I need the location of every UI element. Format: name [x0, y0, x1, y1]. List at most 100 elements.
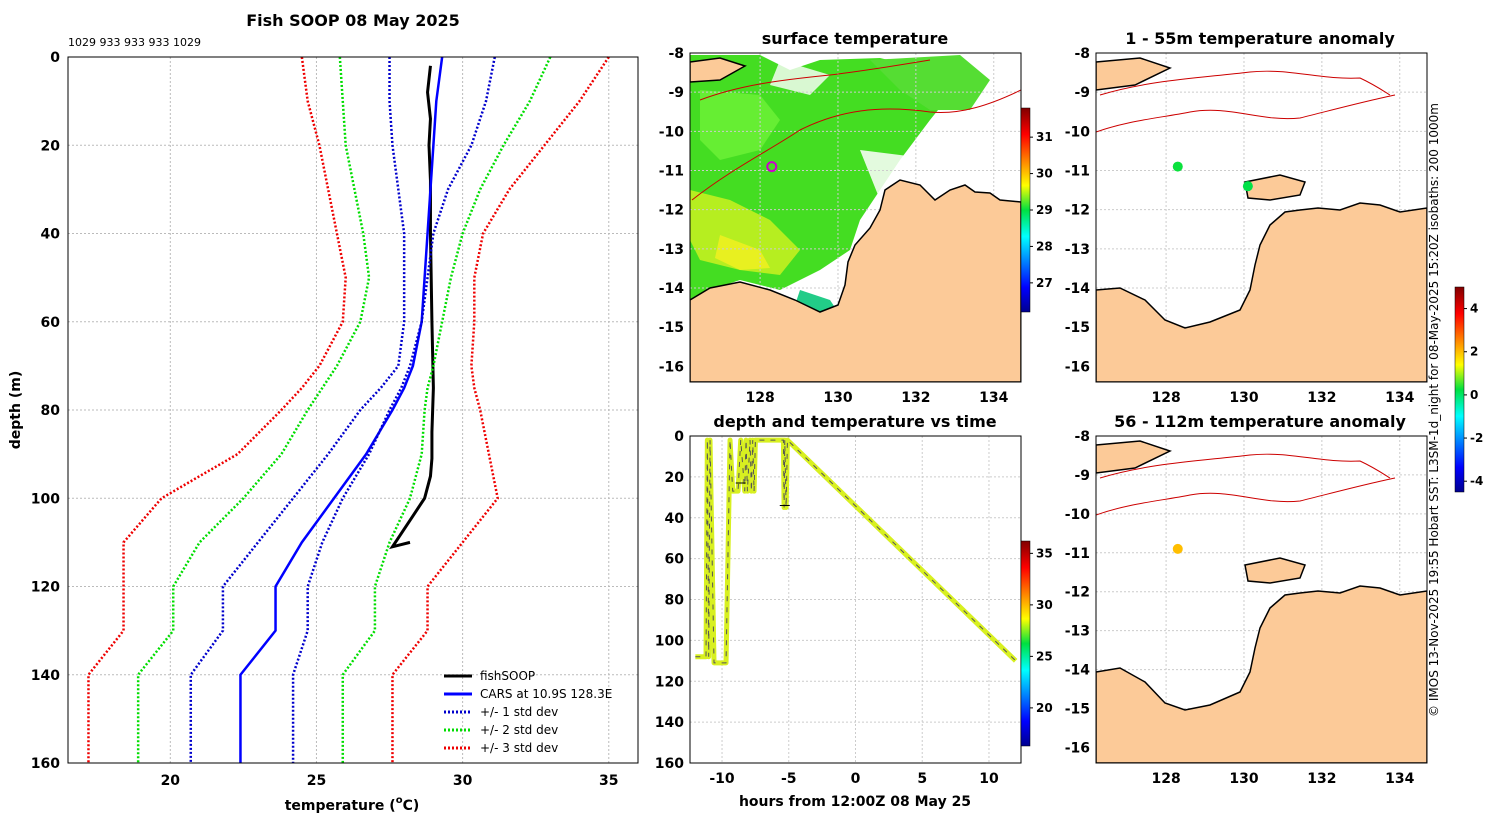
profile-ytick-label: 100 [31, 491, 60, 507]
sst-colorbar-tick-label: 29 [1036, 203, 1053, 217]
depth-time-xtick-label: 0 [851, 771, 861, 787]
profile-xtick-label: 20 [161, 773, 181, 789]
profile-ytick-label: 120 [31, 580, 60, 596]
sst-isobath-200 [691, 89, 1021, 201]
anomaly1-xtick-label: 134 [1385, 390, 1414, 406]
anomaly1-ytick-label: -8 [1074, 46, 1090, 62]
depth-time-ytick-label: 140 [655, 715, 684, 731]
depth-time-panel: depth and temperature vs time -10 -5 0 5 100… [655, 412, 1053, 810]
anomaly2-ytick-label: -10 [1065, 507, 1091, 523]
anomaly1-isobath-1000 [1099, 70, 1391, 96]
svg-text:fishSOOP: fishSOOP [480, 669, 535, 683]
profile-axes-box [67, 56, 639, 764]
profile-subtitle: 1029 933 933 933 1029 [68, 36, 201, 49]
depth-time-xlabel: hours from 12:00Z 08 May 25 [739, 794, 971, 810]
depth-time-xtick-label: 5 [917, 771, 927, 787]
anomaly2-isobath-1000 [1099, 453, 1391, 479]
sst-xtick-label: 134 [979, 390, 1008, 406]
sst-colorbar [1020, 107, 1031, 313]
svg-text:CARS at 10.9S 128.3E: CARS at 10.9S 128.3E [480, 687, 612, 701]
profile-grid [68, 56, 638, 764]
svg-text:+/- 1 std dev: +/- 1 std dev [480, 705, 558, 719]
anomaly1-point [1242, 181, 1253, 192]
anomaly1-land [1096, 202, 1427, 382]
legend-item-cars: CARS at 10.9S 128.3E [444, 687, 612, 701]
depth-time-xtick-label: -5 [781, 771, 797, 787]
anomaly1-point [1172, 161, 1183, 172]
depth-time-ytick-label: 100 [655, 633, 684, 649]
legend-item-3std: +/- 3 std dev [444, 741, 558, 755]
anomaly1-ytick-label: -10 [1065, 124, 1091, 140]
profile-panel: Fish SOOP 08 May 2025 1029 933 933 933 1… [8, 11, 639, 814]
anomaly2-ytick-label: -9 [1074, 468, 1090, 484]
sst-station-marker [766, 161, 778, 173]
legend-item-fishsoop: fishSOOP [444, 669, 535, 683]
anomaly2-island [1244, 557, 1306, 584]
anomaly2-points [1172, 543, 1183, 554]
profile-series-line [341, 56, 552, 763]
profile-ytick-label: 80 [41, 403, 61, 419]
anomaly2-title: 56 - 112m temperature anomaly [1114, 412, 1406, 431]
profile-ytick-label: 60 [41, 315, 61, 331]
anomaly-colorbar-tick-label: 0 [1470, 388, 1478, 402]
sst-island [690, 57, 747, 83]
profile-series-line [291, 56, 496, 763]
anomaly2-xtick-label: 130 [1229, 771, 1258, 787]
anomaly-colorbar-tick-label: -2 [1470, 431, 1483, 445]
profile-ytick-label: 0 [50, 50, 60, 66]
depth-time-colorbar-tick-label: 20 [1036, 701, 1053, 715]
sst-colorbar-ticks: 27 28 29 30 31 [1030, 130, 1053, 290]
svg-text:+/- 2 std dev: +/- 2 std dev [480, 723, 558, 737]
depth-time-depth-trace [695, 438, 1017, 664]
depth-time-ytick-label: 60 [665, 552, 685, 568]
depth-time-title: depth and temperature vs time [713, 412, 996, 431]
anomaly2-xtick-label: 134 [1385, 771, 1414, 787]
sst-ytick-label: -13 [659, 242, 684, 258]
anomaly2-ticks: 128 130 132 134 -8 -9 -10 -11 -12 -13 -14 -15 -16 [1065, 429, 1415, 787]
anomaly2-point [1172, 543, 1183, 554]
profile-title: Fish SOOP 08 May 2025 [246, 11, 460, 30]
anomaly2-land [1096, 585, 1427, 763]
depth-time-colorbar-ticks: 20 25 30 35 [1030, 546, 1053, 715]
anomaly2-ytick-label: -8 [1074, 429, 1090, 445]
anomaly1-north-island [1096, 57, 1172, 91]
legend-item-1std: +/- 1 std dev [444, 705, 558, 719]
sst-ytick-label: -11 [659, 164, 684, 180]
profile-lines [87, 56, 610, 763]
anomaly2-ytick-label: -16 [1065, 740, 1090, 756]
profile-xtick-label: 25 [307, 773, 326, 789]
profile-ytick-label: 40 [41, 227, 61, 243]
profile-ytick-label: 140 [31, 668, 60, 684]
sst-ytick-label: -14 [659, 281, 685, 297]
anomaly2-axes-box [1095, 435, 1428, 764]
depth-time-colorbar-tick-label: 35 [1036, 546, 1053, 560]
profile-series-line [389, 65, 435, 550]
anomaly1-xtick-label: 130 [1229, 390, 1258, 406]
anomaly1-panel: 1 - 55m temperature anomaly 128 130 132 134… [1065, 29, 1428, 406]
depth-time-trace [695, 437, 1018, 666]
profile-xtick-label: 35 [599, 773, 618, 789]
depth-time-xtick-label: 10 [979, 771, 999, 787]
sst-ytick-label: -10 [659, 124, 685, 140]
side-note: © IMOS 13-Nov-2025 19:55 Hobart SST: L3S… [1427, 103, 1441, 717]
sst-xtick-label: 130 [823, 390, 852, 406]
svg-text:+/- 3 std dev: +/- 3 std dev [480, 741, 558, 755]
anomaly1-points [1172, 161, 1253, 192]
anomaly1-xtick-label: 132 [1307, 390, 1336, 406]
anomaly1-xtick-label: 128 [1151, 390, 1180, 406]
anomaly1-ytick-label: -11 [1065, 164, 1090, 180]
anomaly1-axes-box [1095, 52, 1428, 383]
depth-time-ytick-label: 40 [665, 511, 685, 527]
anomaly1-ytick-label: -15 [1065, 320, 1090, 336]
profile-ytick-label: 160 [31, 756, 60, 772]
sst-colorbar-tick-label: 27 [1036, 276, 1053, 290]
profile-series-line [239, 56, 444, 763]
sst-colorbar-tick-label: 28 [1036, 239, 1053, 253]
depth-time-ytick-label: 0 [674, 429, 684, 445]
profile-series-line [87, 56, 347, 763]
anomaly2-isobath-200 [1096, 477, 1396, 516]
depth-time-ytick-label: 160 [655, 756, 684, 772]
anomaly1-ytick-label: -9 [1074, 85, 1090, 101]
